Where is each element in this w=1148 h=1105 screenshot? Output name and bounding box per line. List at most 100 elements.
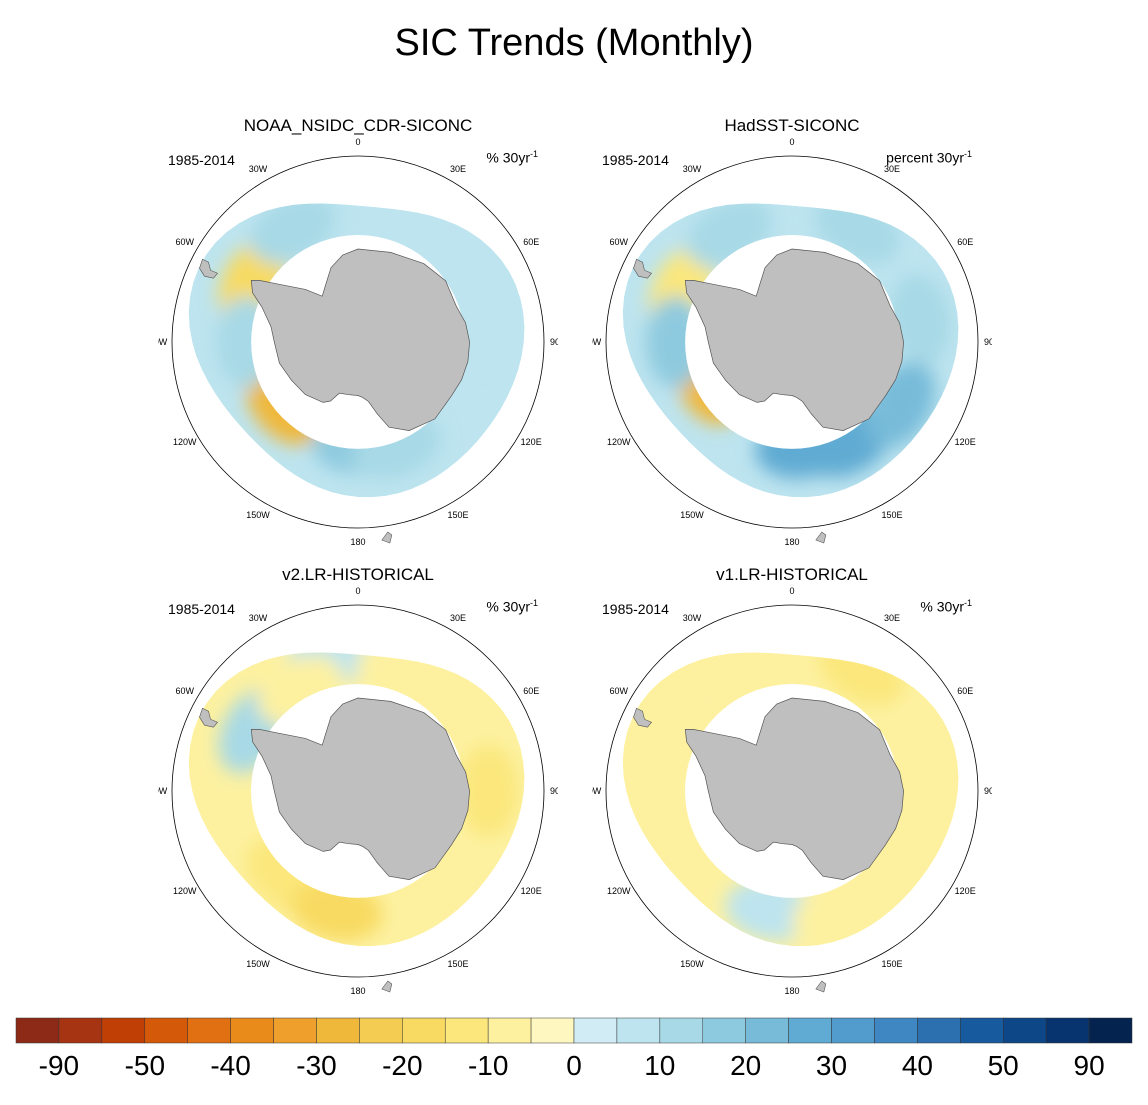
period-label: 1985-2014 (168, 152, 235, 168)
colorbar-tick-label: -90 (39, 1050, 79, 1081)
south-america-tip (199, 258, 218, 279)
colorbar-swatch (101, 1017, 146, 1044)
colorbar-swatch (573, 1017, 618, 1044)
colorbar-swatch (960, 1017, 1004, 1044)
panel-noaa: NOAA_NSIDC_CDR-SICONC 1985-2014 % 30yr-1… (158, 116, 558, 546)
panel-v2-historical: v2.LR-HISTORICAL 1985-2014 % 30yr-1 0 30E… (158, 565, 558, 995)
longitude-label: 120W (607, 886, 631, 896)
colorbar-tick-label: 30 (816, 1050, 847, 1081)
colorbar-tick-label: -30 (296, 1050, 336, 1081)
longitude-label: 120E (521, 437, 542, 447)
longitude-label: 120W (173, 886, 197, 896)
longitude-label: 120E (521, 886, 542, 896)
units-label: % 30yr-1 (486, 598, 538, 615)
colorbar-swatch (745, 1017, 789, 1044)
longitude-label: 180 (350, 537, 365, 546)
longitude-label: 150E (881, 959, 902, 969)
colorbar-swatch (530, 1017, 575, 1044)
colorbar-tick-label: 20 (730, 1050, 761, 1081)
colorbar-tick-label: -20 (382, 1050, 422, 1081)
colorbar: -90 -50 -40 -30 -20 -10 0 10 20 30 40 50 90 (15, 1017, 1133, 1081)
longitude-label: 60W (610, 686, 629, 696)
longitude-label: 150E (447, 510, 468, 520)
longitude-label: 30E (450, 613, 466, 623)
polar-map: 0 30E 60E 90E 120E 150E 180 150W 120W 90W 60W 30W (592, 586, 992, 995)
longitude-label: 90E (984, 786, 992, 796)
units-label: % 30yr-1 (920, 598, 972, 615)
south-america-tip (199, 707, 218, 728)
colorbar-swatch (702, 1017, 746, 1044)
longitude-label: 60W (176, 237, 195, 247)
panel-title: v1.LR-HISTORICAL (716, 565, 868, 584)
longitude-label: 90E (984, 337, 992, 347)
longitude-label: 90E (550, 337, 558, 347)
colorbar-swatch (58, 1017, 103, 1044)
longitude-label: 60W (176, 686, 195, 696)
longitude-label: 30W (249, 613, 268, 623)
colorbar-tick-label: 50 (988, 1050, 1019, 1081)
longitude-label: 150W (246, 959, 270, 969)
new-zealand-tip (815, 980, 827, 993)
longitude-label: 90E (550, 786, 558, 796)
longitude-label: 180 (784, 986, 799, 995)
longitude-label: 60E (523, 237, 539, 247)
new-zealand-tip (815, 531, 827, 544)
longitude-label: 90W (592, 786, 602, 796)
period-label: 1985-2014 (602, 601, 669, 617)
antarctica-landmass (250, 248, 470, 431)
longitude-label: 30E (450, 164, 466, 174)
longitude-label: 180 (350, 986, 365, 995)
longitude-label: 120E (955, 437, 976, 447)
colorbar-swatch (874, 1017, 918, 1044)
south-america-tip (633, 707, 652, 728)
colorbar-tick-label: 90 (1074, 1050, 1105, 1081)
longitude-label: 60E (957, 237, 973, 247)
colorbar-swatch (788, 1017, 832, 1044)
longitude-label: 150W (680, 510, 704, 520)
longitude-label: 90W (158, 786, 168, 796)
panel-v1-historical: v1.LR-HISTORICAL 1985-2014 % 30yr-1 0 30E… (592, 565, 992, 995)
colorbar-tick-label: -40 (210, 1050, 250, 1081)
longitude-label: 30W (683, 613, 702, 623)
south-america-tip (633, 258, 652, 279)
units-label: % 30yr-1 (486, 149, 538, 166)
colorbar-tick-label: 40 (902, 1050, 933, 1081)
colorbar-swatch (1045, 1017, 1090, 1044)
colorbar-swatch (402, 1017, 446, 1044)
longitude-label: 60E (957, 686, 973, 696)
longitude-label: 90W (158, 337, 168, 347)
colorbar-swatch (15, 1017, 60, 1044)
trend-region (889, 273, 951, 365)
panel-title: v2.LR-HISTORICAL (282, 565, 434, 584)
longitude-label: 120E (955, 886, 976, 896)
longitude-label: 0 (355, 137, 360, 147)
polar-map: 0 30E 60E 90E 120E 150E 180 150W 120W 90W 60W 30W (158, 586, 558, 995)
colorbar-swatch (917, 1017, 961, 1044)
colorbar-tick-label: -10 (468, 1050, 508, 1081)
new-zealand-tip (381, 531, 393, 544)
colorbar-swatch (316, 1017, 360, 1044)
antarctica-landmass (684, 697, 904, 880)
colorbar-swatch (273, 1017, 317, 1044)
period-label: 1985-2014 (168, 601, 235, 617)
colorbar-tick-label: 0 (566, 1050, 582, 1081)
colorbar-tick-label: 10 (644, 1050, 675, 1081)
longitude-label: 90W (592, 337, 602, 347)
main-title: SIC Trends (Monthly) (394, 22, 754, 64)
colorbar-swatch (616, 1017, 661, 1044)
colorbar-swatch (230, 1017, 274, 1044)
longitude-label: 120W (173, 437, 197, 447)
longitude-label: 150W (246, 510, 270, 520)
longitude-label: 150E (881, 510, 902, 520)
longitude-label: 30E (884, 164, 900, 174)
trend-region (792, 881, 881, 946)
longitude-label: 0 (789, 586, 794, 596)
period-label: 1985-2014 (602, 152, 669, 168)
polar-map: 0 30E 60E 90E 120E 150E 180 150W 120W 90W 60W 30W (592, 137, 992, 546)
antarctica-landmass (250, 697, 470, 880)
polar-map: 0 30E 60E 90E 120E 150E 180 150W 120W 90W 60W 30W (158, 137, 558, 546)
colorbar-swatch (487, 1017, 532, 1044)
colorbar-swatch (144, 1017, 188, 1044)
longitude-label: 30E (884, 613, 900, 623)
longitude-label: 150E (447, 959, 468, 969)
